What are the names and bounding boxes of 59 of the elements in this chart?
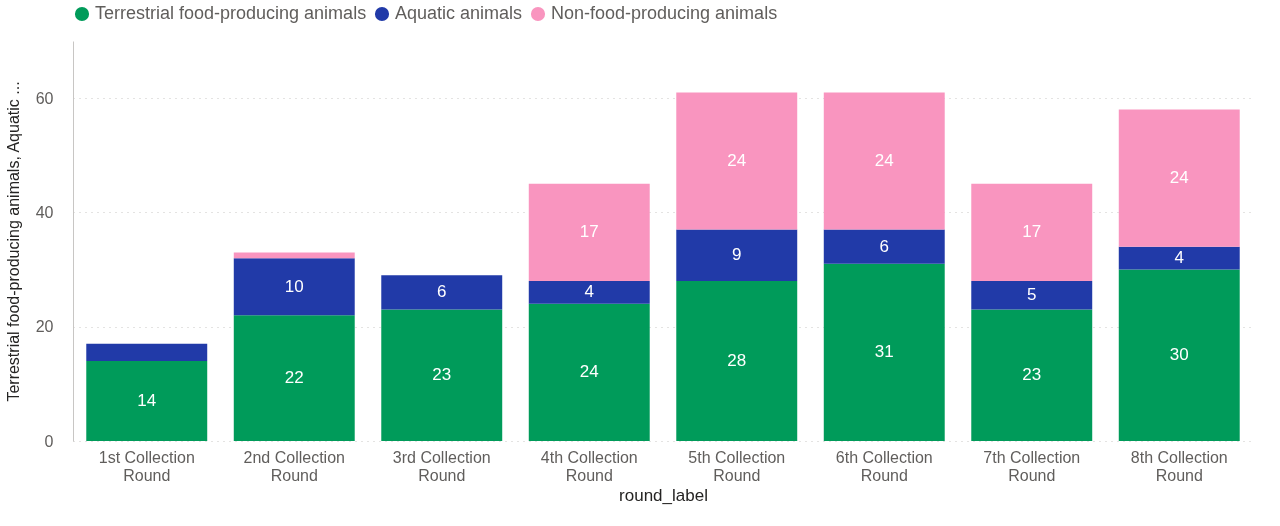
y-tick-label: 60 [35, 89, 54, 107]
x-tick-label: 4th Collection Round [540, 448, 638, 484]
bar [528, 183, 650, 281]
data-label: 4 [1174, 248, 1184, 268]
bar [971, 281, 1093, 310]
data-label: 6 [879, 236, 889, 256]
x-tick-label: 1st Collection Round [98, 448, 195, 484]
data-label: 17 [1022, 222, 1042, 242]
bar [528, 281, 650, 304]
data-label: 28 [727, 351, 747, 370]
bar [823, 263, 945, 441]
bar [86, 361, 208, 441]
x-tick-label: 8th Collection Round [1130, 448, 1228, 484]
bar [676, 281, 798, 441]
data-label: 14 [137, 391, 157, 410]
bar [823, 92, 945, 230]
bar [1118, 269, 1240, 441]
bar [381, 275, 503, 310]
bar [233, 258, 355, 316]
x-tick-label: 7th Collection Round [983, 448, 1081, 484]
x-tick-label: 2nd Collection Round [243, 448, 345, 484]
data-label: 22 [284, 368, 304, 388]
legend-label: Aquatic animals [395, 3, 523, 23]
bar [676, 92, 798, 230]
bar [823, 229, 945, 264]
legend-label: Terrestrial food-producing animals [95, 3, 367, 23]
data-label: 17 [579, 222, 599, 242]
data-label: 24 [1169, 168, 1189, 188]
bar [971, 183, 1093, 281]
data-label: 9 [732, 245, 742, 265]
legend-label: Non-food-producing animals [551, 3, 778, 23]
data-label: 5 [1027, 285, 1037, 305]
bar [381, 309, 503, 441]
y-tick-label: 40 [35, 203, 54, 221]
x-tick-label: 3rd Collection Round [392, 448, 491, 484]
data-label: 24 [874, 151, 894, 170]
data-label: 24 [727, 151, 747, 170]
bar [528, 303, 650, 441]
data-label: 30 [1169, 345, 1189, 365]
bar [233, 315, 355, 441]
bar [233, 252, 355, 259]
bar [1118, 109, 1240, 247]
x-tick-label: 5th Collection Round [688, 448, 786, 484]
bar [676, 229, 798, 281]
data-label: 6 [437, 282, 447, 302]
bar [971, 309, 1093, 441]
data-label: 4 [584, 282, 594, 302]
data-label: 23 [1022, 365, 1042, 385]
data-label: 10 [284, 276, 304, 296]
y-tick-label: 20 [35, 318, 54, 336]
y-axis-title: Terrestrial food-producing animals, Aquatic ... [4, 81, 22, 402]
bar [1118, 246, 1240, 270]
bar [86, 343, 208, 361]
data-label: 23 [432, 365, 452, 385]
data-label: 24 [579, 362, 599, 382]
x-tick-label: 6th Collection Round [835, 448, 933, 484]
y-tick-label: 0 [44, 432, 54, 450]
data-label: 31 [874, 342, 894, 362]
x-axis-title: round_label [619, 485, 708, 505]
